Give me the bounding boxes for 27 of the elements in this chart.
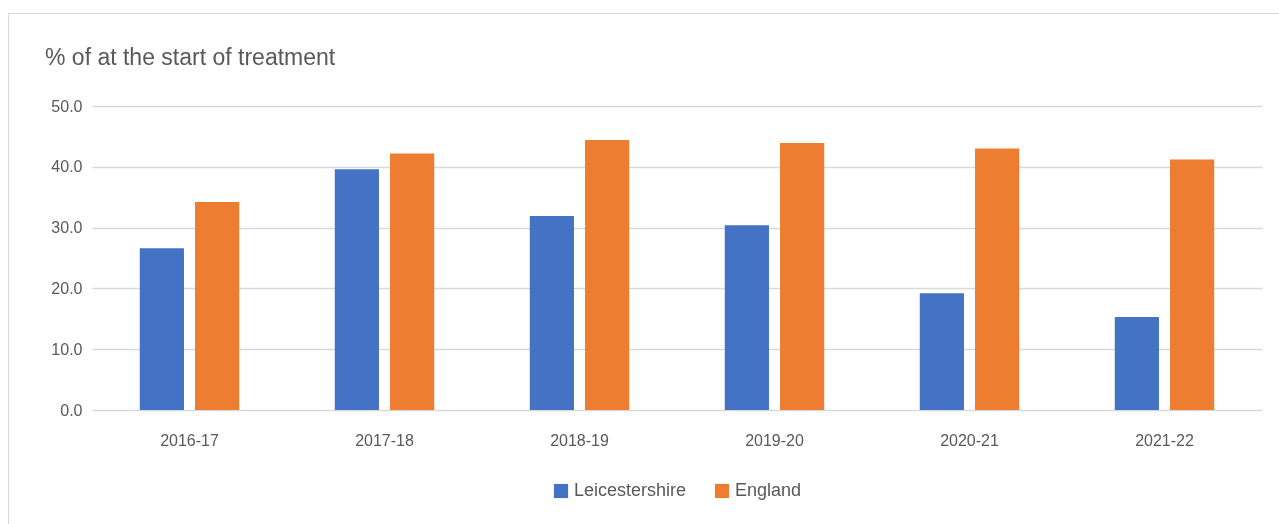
bar — [1114, 316, 1159, 410]
y-tick-label: 20.0 — [51, 279, 83, 297]
y-tick-label: 40.0 — [51, 158, 83, 176]
x-tick-label: 2021-22 — [1135, 431, 1194, 449]
bar — [195, 202, 240, 410]
y-tick-label: 50.0 — [51, 97, 83, 115]
x-tick-label: 2016-17 — [160, 431, 219, 449]
legend-label: England — [735, 480, 802, 500]
y-tick-label: 30.0 — [51, 219, 83, 237]
chart-title: % of at the start of treatment — [45, 44, 336, 70]
x-tick-label: 2020-21 — [940, 431, 999, 449]
x-tick-label: 2019-20 — [745, 431, 804, 449]
bar — [724, 225, 769, 410]
bar — [390, 153, 435, 410]
bar — [975, 148, 1020, 410]
legend-label: Leicestershire — [574, 480, 687, 500]
bar — [585, 140, 630, 410]
y-tick-label: 0.0 — [60, 401, 83, 419]
x-tick-label: 2017-18 — [355, 431, 414, 449]
x-tick-label: 2018-19 — [550, 431, 609, 449]
bar — [919, 293, 964, 410]
bar — [334, 169, 379, 410]
bar — [1170, 159, 1215, 410]
bar — [529, 216, 574, 410]
bar — [139, 248, 184, 410]
y-tick-label: 10.0 — [51, 340, 83, 358]
bar — [780, 143, 825, 410]
